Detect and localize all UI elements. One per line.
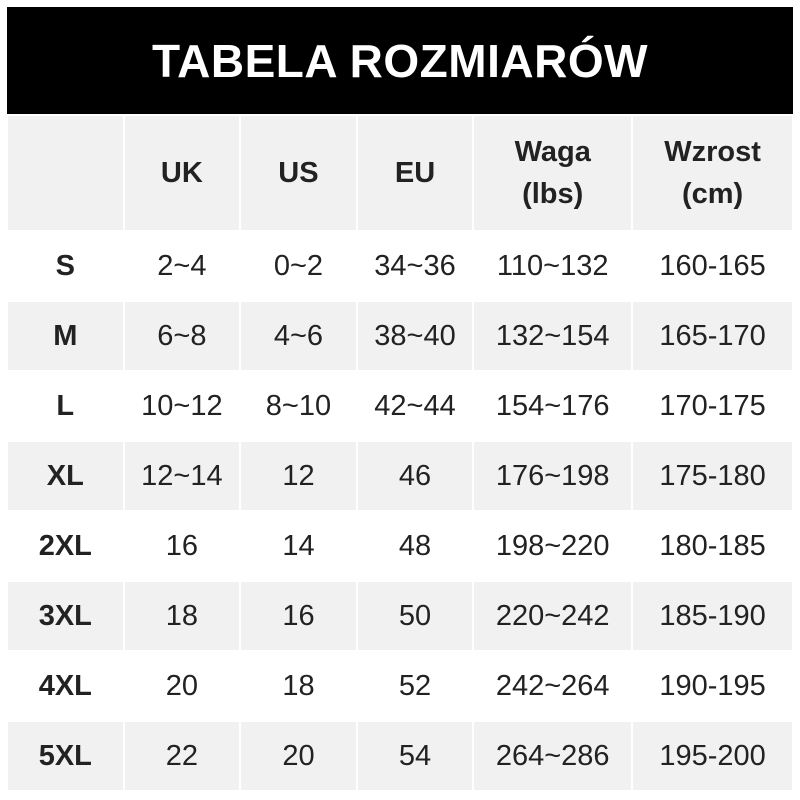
header-height: Wzrost (cm) bbox=[633, 116, 792, 230]
cell-height: 160-165 bbox=[659, 249, 766, 282]
header-weight: Waga (lbs) bbox=[474, 116, 632, 230]
table-row: XL 12~14 12 46 176~198 175-180 bbox=[8, 442, 792, 510]
size-table: UK US EU Waga (lbs) Wzrost (cm) S 2~4 0~2 34~… bbox=[6, 114, 794, 792]
cell-weight: 242~264 bbox=[495, 669, 610, 702]
cell-uk: 22 bbox=[124, 722, 240, 790]
cell-weight: 132~154 bbox=[474, 302, 632, 370]
header-height-unit: (cm) bbox=[681, 178, 744, 210]
cell-us: 0~2 bbox=[273, 249, 324, 282]
cell-weight: 110~132 bbox=[496, 249, 609, 282]
cell-eu: 52 bbox=[398, 669, 432, 702]
table-row: 2XL 16 14 48 198~220 180-185 bbox=[8, 512, 792, 580]
cell-uk: 18 bbox=[124, 582, 240, 650]
cell-eu: 38~40 bbox=[357, 302, 473, 370]
cell-height: 195-200 bbox=[633, 722, 792, 790]
header-eu: EU bbox=[357, 116, 473, 230]
cell-height: 185-190 bbox=[633, 582, 792, 650]
cell-uk: 12~14 bbox=[124, 442, 240, 510]
cell-eu: 50 bbox=[357, 582, 473, 650]
table-row: M 6~8 4~6 38~40 132~154 165-170 bbox=[8, 302, 792, 370]
cell-height: 165-170 bbox=[633, 302, 792, 370]
cell-size: XL bbox=[8, 442, 123, 510]
cell-uk: 6~8 bbox=[124, 302, 240, 370]
cell-size: 3XL bbox=[8, 582, 123, 650]
header-uk: UK bbox=[124, 116, 240, 230]
cell-size: L bbox=[56, 389, 75, 422]
cell-height: 180-185 bbox=[659, 529, 766, 562]
cell-weight: 176~198 bbox=[474, 442, 632, 510]
table-row: L 10~12 8~10 42~44 154~176 170-175 bbox=[8, 372, 792, 440]
header-size bbox=[8, 116, 123, 230]
cell-size: S bbox=[55, 249, 75, 282]
table-row: 5XL 22 20 54 264~286 195-200 bbox=[8, 722, 792, 790]
header-weight-label: Waga bbox=[514, 136, 591, 168]
header-us: US bbox=[241, 116, 356, 230]
header-weight-unit: (lbs) bbox=[522, 178, 584, 210]
cell-size: 4XL bbox=[38, 669, 92, 702]
cell-height: 170-175 bbox=[659, 389, 766, 422]
header-height-label: Wzrost bbox=[664, 136, 761, 168]
cell-us: 4~6 bbox=[241, 302, 356, 370]
cell-us: 14 bbox=[282, 529, 315, 562]
cell-us: 20 bbox=[241, 722, 356, 790]
cell-us: 16 bbox=[241, 582, 356, 650]
table-row: S 2~4 0~2 34~36 110~132 160-165 bbox=[8, 232, 792, 300]
cell-uk: 20 bbox=[165, 669, 198, 702]
cell-weight: 154~176 bbox=[495, 389, 610, 422]
cell-us: 8~10 bbox=[265, 389, 332, 422]
cell-uk: 10~12 bbox=[141, 389, 223, 422]
cell-size: M bbox=[8, 302, 123, 370]
cell-eu: 48 bbox=[398, 529, 432, 562]
cell-height: 175-180 bbox=[633, 442, 792, 510]
cell-size: 2XL bbox=[38, 529, 92, 562]
cell-eu: 54 bbox=[357, 722, 473, 790]
cell-uk: 16 bbox=[165, 529, 198, 562]
cell-eu: 46 bbox=[357, 442, 473, 510]
cell-weight: 220~242 bbox=[474, 582, 632, 650]
cell-us: 12 bbox=[241, 442, 356, 510]
table-row: 3XL 18 16 50 220~242 185-190 bbox=[8, 582, 792, 650]
cell-eu: 34~36 bbox=[374, 249, 456, 282]
table-row: 4XL 20 18 52 242~264 190-195 bbox=[8, 652, 792, 720]
cell-weight: 264~286 bbox=[474, 722, 632, 790]
header-row: UK US EU Waga (lbs) Wzrost (cm) bbox=[8, 116, 792, 230]
cell-weight: 198~220 bbox=[495, 529, 610, 562]
cell-uk: 2~4 bbox=[157, 249, 207, 282]
cell-height: 190-195 bbox=[659, 669, 766, 702]
cell-us: 18 bbox=[282, 669, 315, 702]
cell-eu: 42~44 bbox=[374, 389, 456, 422]
cell-size: 5XL bbox=[8, 722, 123, 790]
chart-title: TABELA ROZMIARÓW bbox=[7, 7, 793, 114]
